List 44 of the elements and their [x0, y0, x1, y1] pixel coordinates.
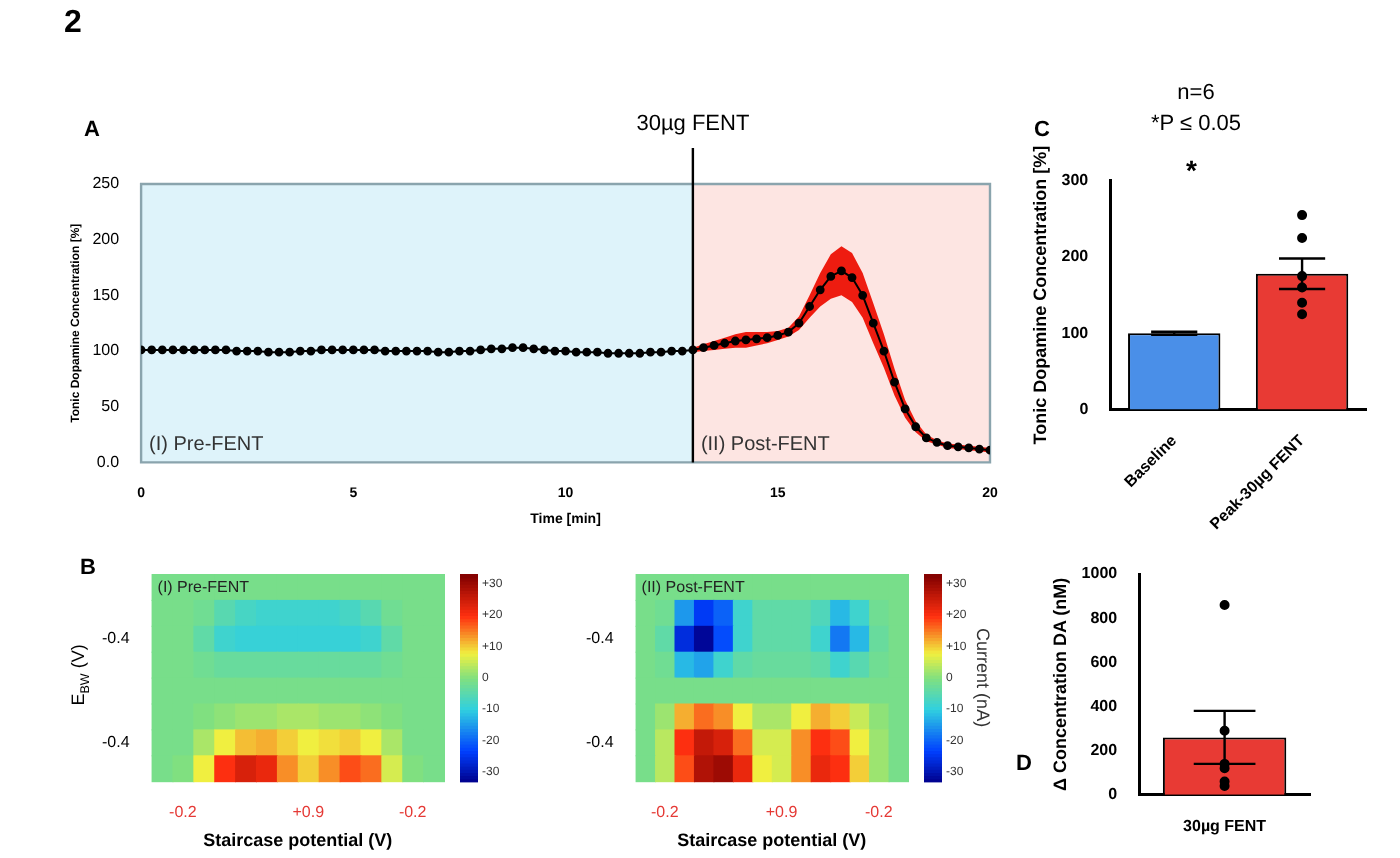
chart-subtitle: *P ≤ 0.05 — [1151, 111, 1241, 136]
y-tick-label: -0.4 — [585, 629, 615, 648]
y-tick-label: 200 — [1061, 247, 1090, 266]
annotation: * — [1186, 154, 1198, 186]
y-tick-label: 100 — [92, 341, 121, 360]
y-tick-label: 250 — [92, 174, 121, 193]
x-tick-label: -0.2 — [650, 803, 680, 822]
y-tick-label: 0 — [1079, 399, 1090, 418]
text: B — [80, 556, 96, 580]
color-bar-title: Current (nA) — [973, 628, 994, 728]
x-axis-title: Staircase potential (V) — [677, 830, 867, 851]
band-label: (II) Post-FENT — [700, 434, 830, 457]
y-tick-label: -0.4 — [101, 732, 131, 751]
y-tick-label: 1000 — [1081, 564, 1119, 583]
text: 2 — [64, 6, 82, 40]
x-tick-label: +0.9 — [292, 803, 326, 822]
y-tick-label: 300 — [1061, 171, 1090, 190]
x-tick-label: -0.2 — [398, 803, 428, 822]
y-axis-title: Tonic Dopamine Concentration [%] — [1029, 145, 1050, 445]
x-tick-label: -0.2 — [169, 803, 198, 822]
y-tick-label: 0.0 — [96, 452, 121, 471]
chart-title: (I) Pre-FENT — [157, 578, 250, 596]
y-tick-label: 600 — [1090, 652, 1119, 671]
band-label: (I) Pre-FENT — [149, 434, 264, 457]
ref-line-label: 30µg FENT — [636, 112, 750, 136]
x-tick-label: -0.2 — [865, 803, 894, 822]
y-axis-title: Δ Concentration DA (nM) — [1049, 577, 1070, 792]
y-tick-label: -0.4 — [101, 629, 131, 648]
text: D — [1016, 752, 1032, 776]
text: A — [84, 118, 100, 142]
y-tick-label: -0.4 — [585, 732, 615, 751]
y-tick-label: 800 — [1090, 608, 1119, 627]
chart-title: (II) Post-FENT — [641, 578, 745, 596]
x-tick-label: +0.9 — [765, 803, 799, 822]
x-axis-title: Staircase potential (V) — [203, 830, 393, 851]
text: C — [1034, 118, 1050, 142]
chart-title: n=6 — [1177, 81, 1215, 106]
y-tick-label: 200 — [1090, 741, 1119, 760]
y-tick-label: 0 — [1108, 785, 1119, 804]
y-tick-label: 150 — [92, 285, 121, 304]
y-tick-label: 200 — [92, 230, 121, 249]
y-tick-label: 50 — [101, 397, 121, 416]
y-tick-label: 100 — [1061, 323, 1090, 342]
y-tick-label: 400 — [1090, 696, 1119, 715]
